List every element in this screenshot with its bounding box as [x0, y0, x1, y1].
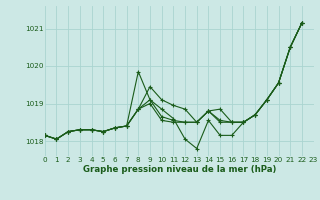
X-axis label: Graphe pression niveau de la mer (hPa): Graphe pression niveau de la mer (hPa)	[83, 165, 276, 174]
